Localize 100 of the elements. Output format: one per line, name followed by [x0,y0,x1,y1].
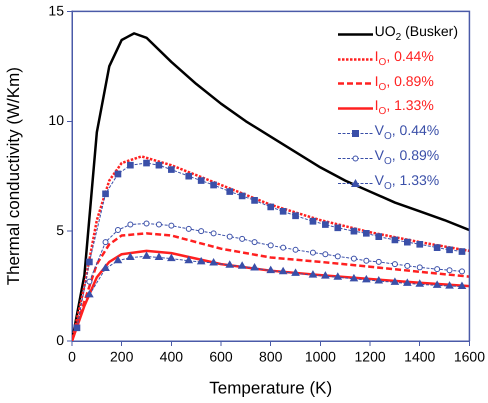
point [446,267,453,274]
point [350,274,358,282]
point [102,239,109,246]
point [362,275,370,282]
point [252,239,258,246]
x-tick-label: 1600 [454,348,486,364]
point [334,224,342,232]
point [392,236,398,244]
point [154,253,163,260]
point [85,290,94,298]
y-tick-label: 0 [56,332,64,348]
legend-label: I$_{O}$, 0.44% [374,46,434,70]
point [168,166,175,173]
legend-label: V$_{O}$, 1.33% [374,170,440,194]
x-tick-label: 1000 [304,348,336,364]
point [458,282,466,290]
point [280,244,286,251]
point [416,264,423,270]
x-tick-label: 1400 [404,348,436,364]
point [251,197,258,204]
point [127,162,134,169]
point [458,268,465,274]
point [350,256,357,262]
point [186,226,192,232]
point [292,246,299,253]
point [156,162,162,169]
y-tick-label: 15 [48,2,64,18]
point [210,182,217,188]
point [446,246,453,254]
point [144,220,150,226]
point [143,160,150,166]
point [434,266,440,272]
point [167,254,176,262]
x-tick-label: 200 [110,348,134,364]
point [210,230,217,236]
legend-label: I$_{O}$, 0.89% [374,72,434,94]
point [279,267,288,274]
y-tick-label: 5 [56,222,64,238]
point [363,230,370,237]
x-tick-label: 400 [160,348,184,364]
x-tick-label: 0 [68,348,76,364]
point [374,276,383,284]
point [198,228,204,234]
point [292,268,300,276]
x-axis-title: Temperature (K) [209,378,332,398]
point [142,252,150,259]
point [308,270,317,278]
point [102,190,109,198]
point [322,251,328,258]
point [127,222,134,228]
point [238,192,246,200]
point [226,188,234,195]
point [267,204,274,210]
point [434,244,440,251]
y-axis-title: Thermal conductivity (W/Km) [4,67,23,286]
point [210,258,218,266]
legend-label: UO$_{2}$ (Busker) [374,22,458,45]
point [86,258,93,266]
point [404,262,410,269]
point [114,170,122,178]
point [321,272,330,279]
point [184,256,193,264]
point [416,240,424,248]
point [102,264,110,271]
point [334,253,341,260]
point [185,172,192,180]
point [226,260,234,268]
x-tick-label: 1200 [354,348,386,364]
y-tick-label: 10 [48,112,64,128]
legend-label: V$_{O}$, 0.89% [374,146,440,169]
point [446,282,454,289]
point [198,177,204,184]
point [376,258,382,265]
point [114,256,122,264]
point [458,248,466,255]
point [86,278,92,285]
point [280,208,286,215]
x-tick-label: 800 [259,348,283,364]
point [266,266,275,274]
point [322,221,329,228]
point [403,278,412,286]
point [239,236,246,242]
point [416,280,424,287]
point [168,222,174,229]
point [197,257,206,264]
legend-label: V$_{O}$, 0.44% [374,121,440,144]
point [238,262,246,269]
point [250,264,259,271]
point [392,261,398,268]
point [363,258,370,264]
point [310,218,316,225]
point [74,324,80,332]
point [156,222,162,228]
point [310,250,316,256]
point [126,253,134,260]
legend-label: I$_{O}$, 1.33% [374,96,434,120]
point [404,238,411,246]
point [390,278,399,285]
point [350,228,358,234]
point [114,227,121,234]
